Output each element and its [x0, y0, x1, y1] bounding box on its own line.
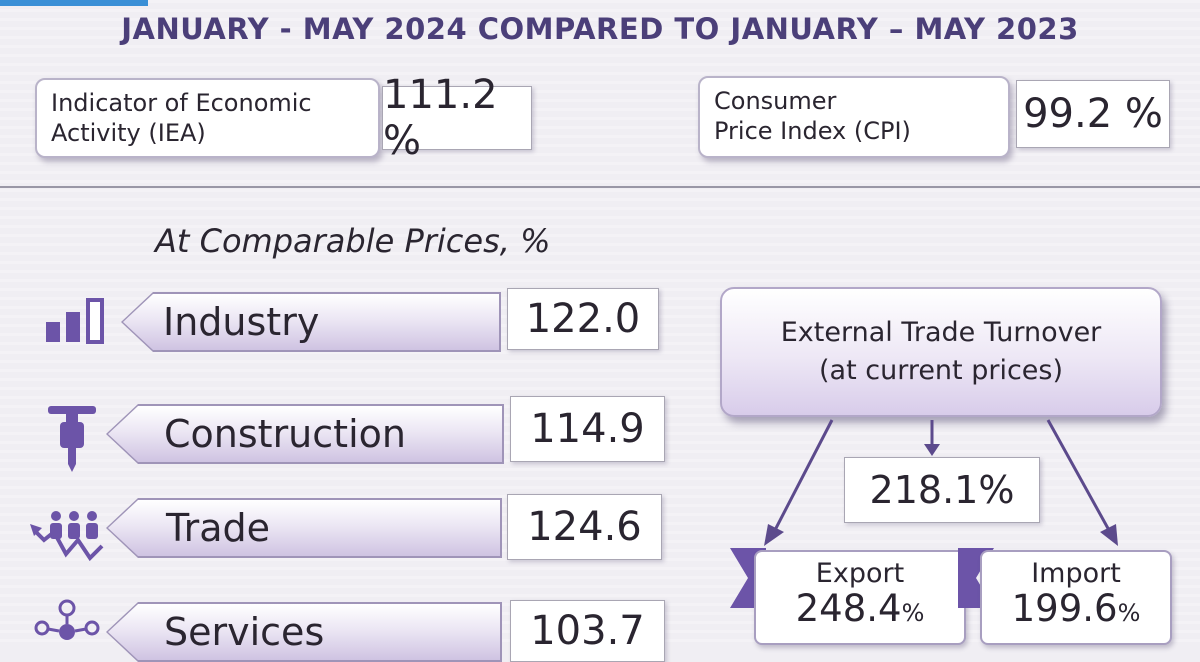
cpi-label: Consumer Price Index (CPI)	[698, 76, 1010, 158]
people-trend-icon	[30, 506, 108, 568]
section-subtitle: At Comparable Prices, %	[155, 222, 551, 260]
iea-label-line2: Activity (IEA)	[51, 119, 206, 147]
external-trade-title: External Trade Turnover	[780, 317, 1102, 348]
import-value-wrap: 199.6%	[982, 589, 1170, 633]
import-label: Import	[1031, 558, 1121, 589]
import-value: 199.6	[1011, 587, 1118, 630]
page-title: JANUARY - MAY 2024 COMPARED TO JANUARY –…	[121, 12, 1079, 46]
export-unit: %	[901, 599, 925, 627]
iea-value: 111.2 %	[382, 72, 532, 164]
jackhammer-icon	[42, 404, 102, 478]
cpi-label-line1: Consumer	[714, 87, 837, 115]
export-label: Export	[815, 558, 905, 589]
industry-value: 122.0	[507, 288, 659, 350]
industry-label: Industry	[123, 294, 499, 350]
external-trade-subtitle: (at current prices)	[818, 355, 1064, 386]
network-icon	[34, 598, 100, 649]
services-value: 103.7	[510, 600, 665, 662]
trade-value: 124.6	[507, 494, 662, 560]
services-label: Services	[108, 604, 500, 660]
export-value-wrap: 248.4%	[756, 589, 964, 633]
external-trade-box: External Trade Turnover (at current pric…	[720, 287, 1162, 417]
trade-total-value: 218.1%	[844, 457, 1040, 523]
cpi-label-line2: Price Index (CPI)	[714, 117, 911, 145]
export-value: 248.4	[795, 587, 902, 630]
section-divider	[0, 186, 1200, 188]
construction-label: Construction	[108, 406, 502, 462]
corner-tab	[0, 0, 148, 6]
cpi-value: 99.2 %	[1016, 80, 1170, 148]
iea-label: Indicator of Economic Activity (IEA)	[35, 78, 380, 158]
import-box: Import 199.6%	[980, 550, 1172, 645]
bar-chart-icon	[42, 296, 120, 350]
iea-label-line1: Indicator of Economic	[51, 89, 312, 117]
export-box: Export 248.4%	[754, 550, 966, 645]
trade-label: Trade	[108, 500, 500, 556]
import-unit: %	[1117, 599, 1141, 627]
construction-value: 114.9	[510, 396, 665, 462]
